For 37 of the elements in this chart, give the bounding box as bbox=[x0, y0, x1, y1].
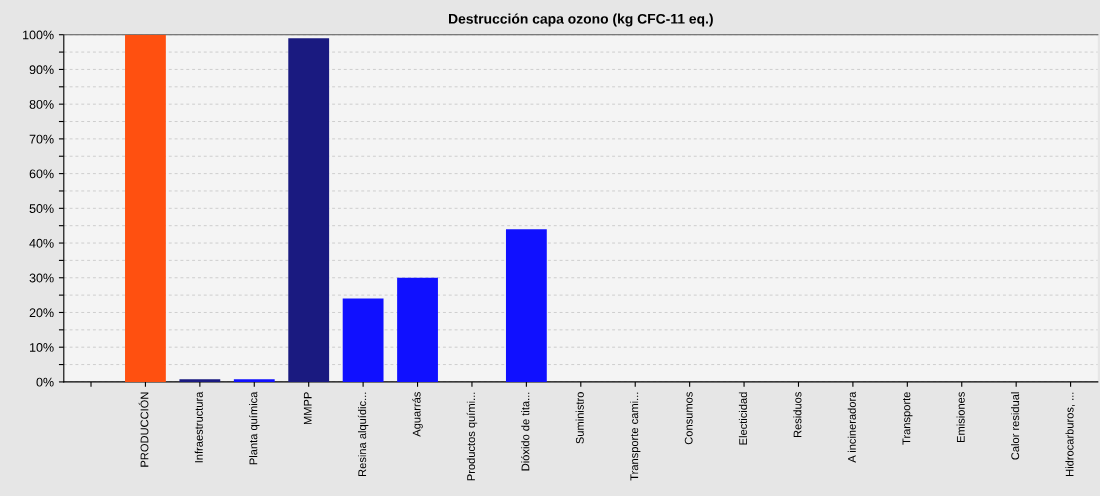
x-tick-label: Dióxido de tita... bbox=[521, 392, 530, 471]
x-tick-label: Productos quími... bbox=[466, 392, 478, 481]
x-tick-label: Suministro bbox=[575, 392, 584, 444]
x-tick-label: Transporte cami... bbox=[630, 392, 641, 481]
x-tick-label: Consumos bbox=[684, 392, 693, 445]
x-tick-label: Transporte bbox=[902, 392, 913, 445]
x-tick-label: A incineradora bbox=[847, 391, 856, 463]
bar bbox=[342, 298, 384, 382]
y-tick-label: 40% bbox=[29, 238, 54, 248]
y-tick-label: 80% bbox=[29, 99, 54, 109]
bar bbox=[397, 277, 438, 382]
bar bbox=[179, 379, 221, 382]
y-tick-label: 50% bbox=[29, 204, 54, 213]
x-tick-label: Hidrocarburos, ... bbox=[1065, 392, 1075, 476]
x-tick-label: Planta química bbox=[249, 391, 260, 465]
x-tick-label: Residuos bbox=[793, 392, 802, 438]
y-tick-label: 60% bbox=[29, 169, 54, 179]
x-tick-label: PRODUCCIÓN bbox=[138, 392, 149, 467]
y-tick-label: 0% bbox=[36, 377, 54, 387]
y-tick-label: 10% bbox=[30, 343, 54, 352]
x-tick-label: Electicidad bbox=[738, 392, 748, 445]
bar bbox=[233, 379, 275, 382]
y-tick-label: 20% bbox=[29, 308, 54, 318]
y-tick-label: 30% bbox=[29, 273, 54, 283]
x-tick-label: Resina alquídic... bbox=[357, 392, 369, 476]
x-tick-label: Calor residual bbox=[1010, 392, 1020, 460]
chart-title: Destrucción capa ozono (kg CFC-11 eq.) bbox=[449, 13, 713, 27]
x-tick-label: Emisiones bbox=[956, 392, 965, 442]
y-tick-label: 70% bbox=[29, 134, 54, 144]
y-tick-label: 100% bbox=[23, 30, 54, 40]
x-tick-label: Infraestructura bbox=[194, 391, 203, 463]
bar bbox=[288, 38, 330, 382]
bar bbox=[125, 34, 166, 382]
x-tick-label: MMPP bbox=[303, 392, 312, 425]
y-tick-label: 90% bbox=[29, 65, 54, 75]
bar bbox=[505, 229, 547, 382]
x-tick-label: Aguarrás bbox=[412, 392, 423, 437]
